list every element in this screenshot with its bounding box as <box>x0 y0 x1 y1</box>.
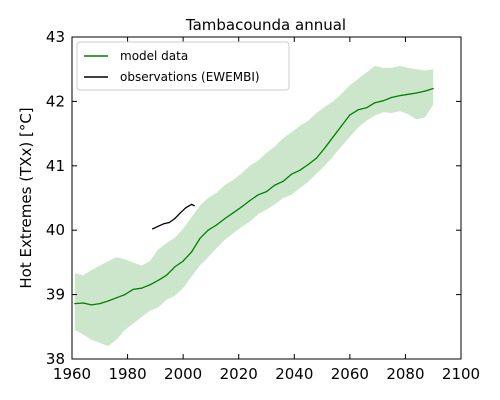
data-point-model <box>149 284 150 285</box>
data-point-observations <box>163 223 164 224</box>
legend: model data observations (EWEMBI) <box>77 42 289 90</box>
data-point-model <box>283 181 284 182</box>
data-point-model <box>324 147 325 148</box>
data-point-model <box>166 275 167 276</box>
data-point-model <box>433 88 434 89</box>
model-range-band <box>75 66 433 346</box>
data-point-model <box>374 102 375 103</box>
data-point-model <box>124 294 125 295</box>
data-point-model <box>266 191 267 192</box>
data-point-model <box>358 109 359 110</box>
data-point-model <box>174 266 175 267</box>
data-point-model <box>349 114 350 115</box>
data-point-model <box>258 194 259 195</box>
data-point-model <box>416 92 417 93</box>
x-tick-label: 2080 <box>386 365 424 383</box>
plot-area <box>74 66 434 346</box>
data-point-observations <box>185 207 186 208</box>
data-point-model <box>274 185 275 186</box>
data-point-model <box>74 303 75 304</box>
x-tick-label: 2000 <box>164 365 202 383</box>
data-point-model <box>208 230 209 231</box>
y-tick-label: 39 <box>46 286 65 304</box>
data-point-observations <box>169 222 170 223</box>
legend-label-observations: observations (EWEMBI) <box>120 70 260 84</box>
data-point-model <box>191 252 192 253</box>
data-point-model <box>366 107 367 108</box>
data-point-model <box>83 302 84 303</box>
data-point-model <box>308 164 309 165</box>
data-point-model <box>141 288 142 289</box>
data-point-model <box>233 212 234 213</box>
data-point-model <box>116 297 117 298</box>
data-point-model <box>316 158 317 159</box>
data-point-model <box>99 303 100 304</box>
x-tick-label: 2100 <box>442 365 480 383</box>
data-point-model <box>133 289 134 290</box>
data-point-observations <box>194 205 195 206</box>
data-point-model <box>291 174 292 175</box>
data-point-model <box>249 200 250 201</box>
x-tick-label: 1980 <box>108 365 146 383</box>
data-point-observations <box>191 204 192 205</box>
legend-label-model: model data <box>120 49 188 63</box>
data-point-observations <box>174 218 175 219</box>
chart-title: Tambacounda annual <box>185 16 346 34</box>
data-point-model <box>424 91 425 92</box>
data-point-model <box>399 95 400 96</box>
data-point-model <box>91 304 92 305</box>
data-point-model <box>224 218 225 219</box>
y-tick-label: 42 <box>46 92 65 110</box>
data-point-observations <box>152 228 153 229</box>
data-point-model <box>333 136 334 137</box>
data-point-model <box>299 170 300 171</box>
y-axis-title: Hot Extremes (TXx) [°C] <box>17 107 35 288</box>
data-point-model <box>158 280 159 281</box>
data-point-model <box>183 261 184 262</box>
x-tick-label: 2020 <box>220 365 258 383</box>
y-tick-label: 40 <box>46 221 65 239</box>
data-point-observations <box>158 226 159 227</box>
y-tick-label: 41 <box>46 157 65 175</box>
data-point-observations <box>180 212 181 213</box>
data-point-model <box>391 97 392 98</box>
data-point-model <box>216 224 217 225</box>
data-point-model <box>383 100 384 101</box>
data-point-model <box>199 238 200 239</box>
data-point-model <box>408 94 409 95</box>
y-tick-label: 38 <box>46 350 65 368</box>
data-point-model <box>241 206 242 207</box>
data-point-model <box>341 125 342 126</box>
x-tick-label: 2060 <box>331 365 369 383</box>
y-tick-label: 43 <box>46 28 65 46</box>
data-point-model <box>108 300 109 301</box>
x-tick-label: 2040 <box>275 365 313 383</box>
